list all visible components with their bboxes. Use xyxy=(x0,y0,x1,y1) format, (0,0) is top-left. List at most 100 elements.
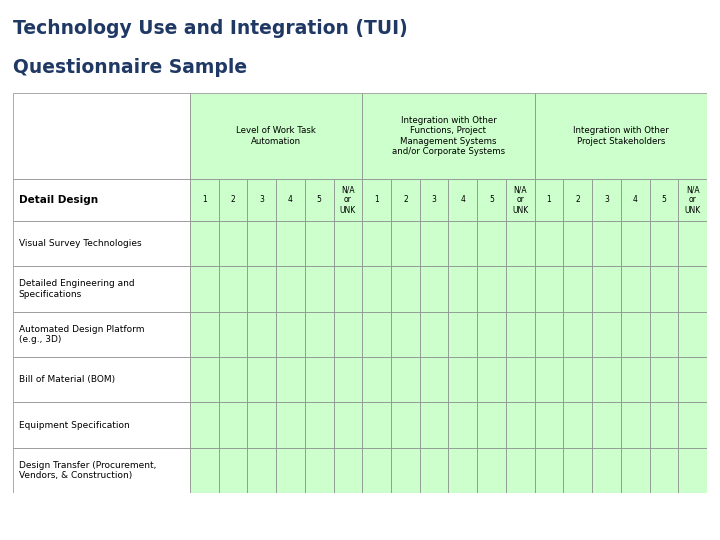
Bar xyxy=(592,266,621,312)
Bar xyxy=(276,179,305,221)
Bar xyxy=(449,448,477,493)
Bar xyxy=(362,221,391,266)
Bar xyxy=(621,402,649,448)
Bar xyxy=(678,221,707,266)
Bar xyxy=(649,448,678,493)
Bar xyxy=(592,402,621,448)
Bar xyxy=(13,266,190,312)
Bar xyxy=(219,448,248,493)
Bar xyxy=(506,221,535,266)
Bar xyxy=(535,402,564,448)
Text: Visual Survey Technologies: Visual Survey Technologies xyxy=(19,239,141,248)
Bar xyxy=(477,221,506,266)
Bar xyxy=(678,179,707,221)
Bar xyxy=(592,312,621,357)
Bar xyxy=(592,221,621,266)
Bar xyxy=(248,266,276,312)
Bar xyxy=(621,266,649,312)
Bar xyxy=(391,357,420,402)
Bar xyxy=(333,448,362,493)
Bar xyxy=(477,266,506,312)
Bar xyxy=(535,179,564,221)
Bar xyxy=(391,448,420,493)
Bar xyxy=(535,266,564,312)
Bar xyxy=(333,402,362,448)
Text: 5: 5 xyxy=(662,195,667,205)
Bar xyxy=(564,448,592,493)
Bar xyxy=(35,502,50,531)
Text: 2: 2 xyxy=(575,195,580,205)
Bar xyxy=(449,312,477,357)
Bar xyxy=(506,402,535,448)
Text: 1: 1 xyxy=(374,195,379,205)
Bar xyxy=(649,357,678,402)
Bar xyxy=(391,312,420,357)
Text: 1: 1 xyxy=(202,195,207,205)
Bar xyxy=(564,402,592,448)
Bar xyxy=(420,221,449,266)
Bar xyxy=(362,179,391,221)
Bar xyxy=(506,266,535,312)
Bar xyxy=(305,357,333,402)
Bar xyxy=(449,266,477,312)
Bar xyxy=(621,312,649,357)
Text: The Knowledge Leader for Project Success: The Knowledge Leader for Project Success xyxy=(83,505,268,514)
Text: Detail Design: Detail Design xyxy=(19,195,98,205)
Bar xyxy=(248,179,276,221)
Bar xyxy=(477,357,506,402)
Bar xyxy=(621,357,649,402)
Bar xyxy=(362,93,535,179)
Bar xyxy=(649,266,678,312)
Bar xyxy=(276,266,305,312)
Bar xyxy=(190,448,219,493)
Bar xyxy=(333,179,362,221)
Bar xyxy=(276,357,305,402)
Bar xyxy=(248,357,276,402)
Bar xyxy=(362,448,391,493)
Bar xyxy=(56,502,72,531)
Bar xyxy=(678,402,707,448)
Bar xyxy=(13,221,190,266)
Bar xyxy=(13,402,190,448)
Text: Detailed Engineering and
Specifications: Detailed Engineering and Specifications xyxy=(19,279,134,299)
Bar xyxy=(535,312,564,357)
Bar xyxy=(13,93,190,179)
Bar xyxy=(477,179,506,221)
Bar xyxy=(190,179,219,221)
Bar xyxy=(649,312,678,357)
Bar xyxy=(420,357,449,402)
Bar xyxy=(190,93,362,179)
Bar xyxy=(449,179,477,221)
Text: Level of Work Task
Automation: Level of Work Task Automation xyxy=(236,126,316,146)
Bar xyxy=(333,357,362,402)
Text: Automated Design Platform
(e.g., 3D): Automated Design Platform (e.g., 3D) xyxy=(19,325,144,344)
Bar xyxy=(564,266,592,312)
Bar xyxy=(276,402,305,448)
Text: N/A
or
UNK: N/A or UNK xyxy=(685,185,701,215)
Bar xyxy=(535,93,707,179)
Bar xyxy=(13,357,190,402)
Bar xyxy=(276,221,305,266)
Bar xyxy=(391,402,420,448)
Bar xyxy=(248,448,276,493)
Text: 4: 4 xyxy=(633,195,638,205)
Bar xyxy=(678,312,707,357)
Text: 2: 2 xyxy=(230,195,235,205)
Text: Connect  |  Collaborate  |  Accelerate: Connect | Collaborate | Accelerate xyxy=(83,526,212,533)
Text: — for the —: — for the — xyxy=(657,516,707,524)
Bar xyxy=(362,402,391,448)
Bar xyxy=(564,357,592,402)
Bar xyxy=(305,221,333,266)
Bar xyxy=(13,502,29,531)
Bar xyxy=(190,221,219,266)
Bar xyxy=(391,266,420,312)
Text: Design Transfer (Procurement,
Vendors, & Construction): Design Transfer (Procurement, Vendors, &… xyxy=(19,461,156,480)
Bar xyxy=(248,221,276,266)
Bar xyxy=(678,448,707,493)
Bar xyxy=(621,179,649,221)
Bar xyxy=(362,357,391,402)
Bar xyxy=(678,357,707,402)
Text: Next Generation: Next Generation xyxy=(598,531,707,540)
Bar xyxy=(219,266,248,312)
Bar xyxy=(219,357,248,402)
